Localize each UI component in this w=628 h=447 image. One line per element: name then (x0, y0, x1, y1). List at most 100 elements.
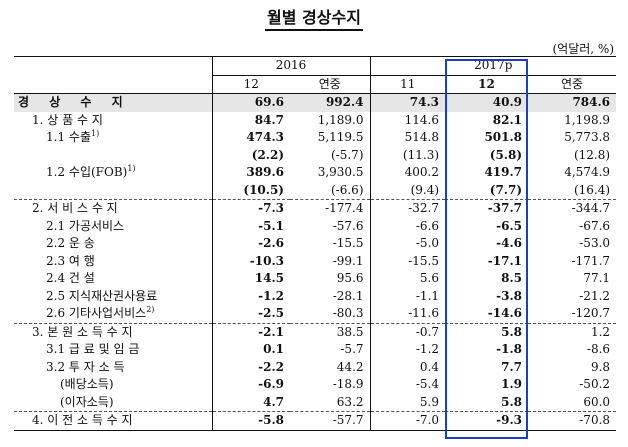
current-account-table: 2016 2017p 12 연중 11 12 연중 경 상 수 지 69.6 992.4 74.3 4… (14, 56, 617, 431)
unit-note: (억달러, %) (552, 42, 614, 56)
table-cell: 3,930.5 (317, 165, 364, 179)
row-label: 2.6 기타사업서비스2) (14, 305, 212, 323)
table-cell: (16.4) (573, 182, 611, 197)
table-cell: 77.1 (583, 271, 611, 285)
column-header: 연중 (528, 74, 617, 94)
table-cell: 0.4 (369, 358, 446, 376)
table-cell: -1.2 (211, 287, 290, 305)
table-cell: 4,574.9 (564, 165, 611, 179)
table-cell: 60.0 (583, 394, 611, 409)
table-cell: -15.5 (332, 236, 364, 250)
header-row-years: 2016 2017p (14, 56, 617, 94)
table-cell: -50.2 (579, 377, 611, 391)
table-cell: -32.7 (369, 199, 446, 218)
table-cell: (10.5) (211, 181, 290, 200)
table-cell: -4.6 (496, 236, 523, 250)
table-row: 2.1 가공서비스 -5.1 -57.6 -6.6 -6.5 -67.6 (14, 217, 616, 235)
table-cell: 501.8 (484, 130, 523, 144)
table-cell: (9.4) (369, 181, 446, 200)
table-row: 3. 본 원 소 득 수 지 -2.1 38.5 -0.7 5.8 1.2 (14, 322, 617, 341)
table-cell: 5.6 (369, 270, 446, 288)
row-label: 2.5 지식재산권사용료 (46, 288, 158, 303)
table-cell: 419.7 (484, 165, 523, 179)
table-cell: 514.8 (369, 129, 446, 147)
table-row: 3.1 급 료 및 임 금 0.1 -5.7 -1.2 -1.8 -8.6 (14, 341, 616, 359)
column-header: 11 (369, 74, 446, 94)
table-cell: 84.7 (211, 111, 290, 129)
table-cell: -3.8 (496, 288, 523, 303)
table-cell: -6.5 (496, 218, 523, 233)
table-cell: -15.5 (369, 252, 446, 270)
table-cell: -5.1 (211, 217, 290, 235)
table-cell: -6.9 (211, 376, 290, 394)
table-cell: -5.8 (211, 411, 290, 431)
table-cell: -1.8 (496, 342, 523, 356)
table-cell: 1.9 (501, 377, 523, 391)
table-cell: -2.5 (211, 305, 290, 323)
table-row: 2.6 기타사업서비스2) -2.5 -80.3 -11.6 -14.6 -120.7 (14, 305, 616, 323)
table-cell: 38.5 (290, 322, 371, 341)
table-cell: -2.2 (211, 358, 290, 376)
footnote-marker: 1) (127, 164, 136, 173)
table-cell: -2.6 (211, 235, 290, 253)
table-cell: (11.3) (369, 146, 446, 164)
table-cell: -8.6 (586, 342, 611, 356)
table-cell: 9.8 (590, 359, 611, 374)
table-cell: 63.2 (336, 394, 364, 409)
footnote-marker: 2) (146, 305, 155, 314)
total-row: 경 상 수 지 69.6 992.4 74.3 40.9 784.6 (14, 93, 617, 112)
table-cell: -18.9 (332, 377, 364, 391)
table-cell: 40.9 (445, 93, 529, 112)
table-cell: -177.4 (290, 199, 371, 218)
table-cell: -0.7 (369, 322, 446, 341)
column-header: 연중 (290, 74, 371, 94)
table-cell: 14.5 (211, 270, 290, 288)
table-cell: 7.7 (501, 359, 523, 374)
table-cell: -171.7 (571, 253, 611, 268)
table-cell: -99.1 (332, 253, 364, 268)
table-row: (배당소득) -6.9 -18.9 -5.4 1.9 -50.2 (14, 376, 616, 394)
table-row: 2.3 여 행 -10.3 -99.1 -15.5 -17.1 -171.7 (14, 252, 616, 270)
table-cell: -57.6 (332, 218, 364, 233)
table-row: 4. 이 전 소 득 수 지 -5.8 -57.7 -7.0 -9.3 -70.8 (14, 411, 617, 431)
row-label (14, 147, 212, 165)
table-cell: -120.7 (571, 306, 611, 320)
table-cell: 4.7 (211, 393, 290, 412)
row-label-text: 1.1 수출 (46, 130, 91, 144)
table-cell: -7.3 (211, 199, 290, 218)
table-row: (이자소득) 4.7 63.2 5.9 5.8 60.0 (14, 393, 616, 412)
table-row: (2.2) (-5.7) (11.3) (5.8) (12.8) (14, 146, 616, 165)
table-cell: -21.2 (579, 288, 611, 303)
row-label: 1.2 수입(FOB)1) (14, 164, 212, 182)
table-cell: (-5.7) (331, 147, 364, 162)
header-year-2016: 2016 (211, 56, 371, 76)
table-row: 2.2 운 송 -2.6 -15.5 -5.0 -4.6 -53.0 (14, 235, 616, 253)
table-cell: -5.0 (369, 235, 446, 253)
table-cell: -70.8 (528, 411, 617, 431)
row-label-text: 2.6 기타사업서비스 (46, 306, 147, 320)
table-cell: 44.2 (336, 359, 364, 374)
header-corner (14, 56, 212, 94)
table-cell: -7.0 (369, 411, 446, 431)
table-cell: 5.9 (369, 393, 446, 412)
table-cell: (5.8) (489, 147, 523, 162)
row-label-text: 1.2 수입(FOB) (46, 165, 128, 179)
row-label: 2.2 운 송 (46, 236, 95, 250)
table-cell: 74.3 (369, 93, 446, 112)
table-row: 2.4 건 설 14.5 95.6 5.6 8.5 77.1 (14, 270, 616, 288)
table-cell: 389.6 (211, 164, 290, 182)
table-cell: 1.2 (528, 322, 617, 341)
table-cell: 114.6 (369, 111, 446, 129)
table-cell: (2.2) (211, 146, 290, 164)
table-cell: -67.6 (579, 218, 611, 233)
table-cell: -1.1 (369, 287, 446, 305)
row-label: 3. 본 원 소 득 수 지 (14, 322, 212, 341)
table-cell: 69.6 (211, 93, 290, 112)
table-cell: 82.1 (492, 112, 523, 127)
table-cell: 5,119.5 (317, 130, 364, 144)
table-cell: 8.5 (501, 271, 523, 285)
table-cell: -28.1 (332, 288, 364, 303)
row-label: 2.3 여 행 (46, 253, 95, 268)
table-cell: 1,189.0 (317, 112, 364, 127)
table-cell: 784.6 (528, 93, 617, 112)
